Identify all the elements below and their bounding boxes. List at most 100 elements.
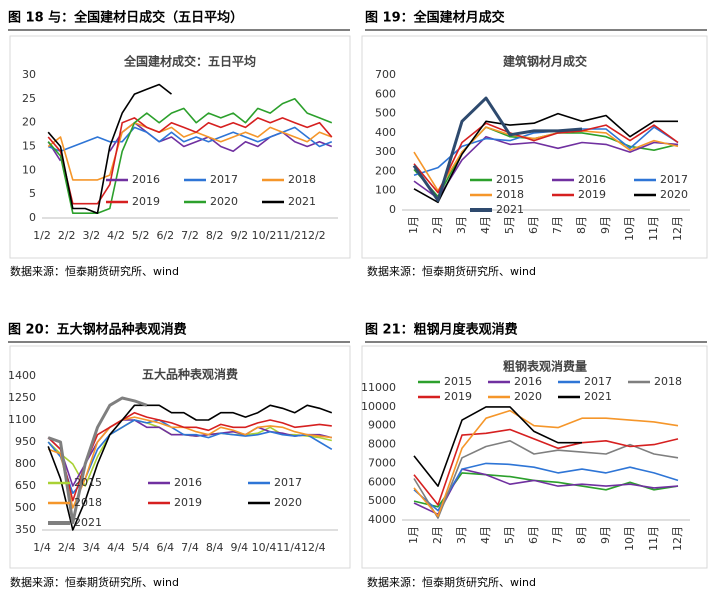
series-line [413, 135, 679, 200]
legend-label: 2016 [132, 173, 160, 186]
y-tick-label: 350 [15, 523, 36, 536]
x-tick-label: 1/4 [33, 541, 51, 554]
series-line [47, 411, 332, 502]
x-tick-label: 2/4 [58, 541, 76, 554]
x-tick-label: 7月 [551, 526, 564, 544]
series-line [47, 83, 172, 214]
legend-label: 2016 [174, 476, 202, 489]
legend-label: 2020 [274, 496, 302, 509]
y-tick-label: 200 [375, 164, 396, 177]
y-tick-label: 6000 [368, 475, 396, 488]
series-line [47, 416, 332, 509]
source-note: 数据来源：恒泰期货研究所、wind [367, 264, 536, 278]
y-tick-label: 25 [22, 92, 36, 105]
legend-label: 2016 [578, 173, 606, 186]
x-tick-label: 12/2 [301, 229, 326, 242]
x-tick-label: 9月 [599, 526, 612, 544]
x-tick-label: 12月 [671, 216, 684, 241]
legend-label: 2019 [174, 496, 202, 509]
x-tick-label: 10月 [623, 216, 636, 241]
legend-label: 2015 [444, 375, 472, 388]
source-note: 数据来源：恒泰期货研究所、wind [10, 264, 179, 278]
series-line [413, 468, 679, 516]
y-tick-label: 0 [389, 203, 396, 216]
x-tick-label: 3/4 [82, 541, 100, 554]
legend-label: 2018 [74, 496, 102, 509]
x-tick-label: 8/2 [206, 229, 224, 242]
x-tick-label: 7/4 [181, 541, 199, 554]
x-tick-label: 11月 [647, 216, 660, 241]
x-tick-label: 5月 [503, 216, 516, 234]
y-tick-label: 100 [375, 184, 396, 197]
y-tick-label: 950 [15, 435, 36, 448]
legend-label: 2018 [654, 375, 682, 388]
x-tick-label: 4月 [479, 216, 492, 234]
y-tick-label: 10000 [361, 400, 396, 413]
legend-label: 2020 [210, 195, 238, 208]
series-line [47, 117, 333, 205]
chart-frame [361, 35, 708, 259]
x-tick-label: 4月 [479, 526, 492, 544]
legend-label: 2020 [514, 390, 542, 403]
x-tick-label: 10/2 [252, 229, 277, 242]
x-tick-label: 8/4 [206, 541, 224, 554]
y-tick-label: 700 [375, 68, 396, 81]
x-tick-label: 12月 [671, 526, 684, 551]
y-tick-label: 11000 [361, 381, 396, 394]
series-line [413, 428, 679, 506]
legend-label: 2017 [210, 173, 238, 186]
y-tick-label: 400 [375, 126, 396, 139]
legend-label: 2020 [660, 188, 688, 201]
chart-title: 粗钢表观消费量 [503, 359, 587, 374]
x-tick-label: 6/4 [156, 541, 174, 554]
x-tick-label: 8月 [575, 526, 588, 544]
legend-label: 2021 [584, 390, 612, 403]
x-tick-label: 9月 [599, 216, 612, 234]
x-tick-label: 1/2 [33, 229, 51, 242]
x-tick-label: 6月 [527, 526, 540, 544]
x-tick-label: 3/2 [82, 229, 100, 242]
x-tick-label: 10月 [623, 526, 636, 551]
x-tick-label: 4/2 [107, 229, 125, 242]
x-tick-label: 11月 [647, 526, 660, 551]
x-tick-label: 2月 [431, 526, 444, 544]
series-line [413, 122, 679, 194]
x-tick-label: 6/2 [156, 229, 174, 242]
x-tick-label: 1月 [407, 526, 420, 544]
legend-label: 2019 [578, 188, 606, 201]
chart-title: 五大品种表观消费 [142, 367, 238, 382]
y-tick-label: 500 [15, 501, 36, 514]
y-tick-label: 8000 [368, 438, 396, 451]
y-tick-label: 300 [375, 145, 396, 158]
chart-frame [9, 35, 351, 259]
y-tick-label: 500 [375, 107, 396, 120]
x-tick-label: 9/4 [230, 541, 248, 554]
legend-label: 2018 [288, 173, 316, 186]
series-line [413, 472, 679, 508]
series-line [413, 406, 582, 487]
source-note: 数据来源：恒泰期货研究所、wind [10, 575, 179, 589]
y-tick-label: 1400 [8, 369, 36, 382]
legend-label: 2017 [660, 173, 688, 186]
series-line [412, 96, 583, 202]
legend-label: 2019 [132, 195, 160, 208]
y-tick-label: 9000 [368, 419, 396, 432]
series-line [47, 126, 333, 153]
figure-caption: 图 18 与：全国建材日成交（五日平均） [8, 10, 243, 26]
x-tick-label: 3月 [455, 526, 468, 544]
figure-caption: 图 21：粗钢月度表观消费 [365, 322, 518, 338]
x-tick-label: 5/4 [132, 541, 150, 554]
y-tick-label: 15 [22, 140, 36, 153]
x-tick-label: 1月 [407, 216, 420, 234]
x-tick-label: 7月 [551, 216, 564, 234]
series-line [413, 440, 679, 519]
x-tick-label: 7/2 [181, 229, 199, 242]
legend-label: 2021 [74, 516, 102, 529]
y-tick-label: 0 [29, 211, 36, 224]
legend-label: 2021 [288, 195, 316, 208]
series-line [47, 121, 333, 181]
x-tick-label: 11/2 [276, 229, 301, 242]
x-tick-label: 10/4 [252, 541, 277, 554]
x-tick-label: 8月 [575, 216, 588, 234]
